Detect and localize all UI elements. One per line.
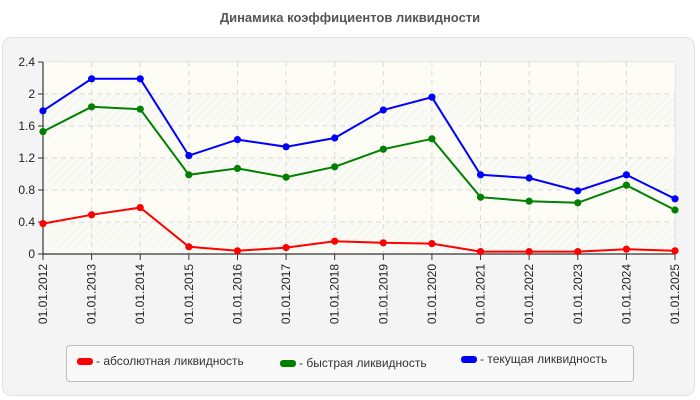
legend-label: - текущая ликвидность [480, 352, 608, 366]
legend-item-quick: - быстрая ликвидность [280, 356, 427, 370]
data-point [331, 237, 339, 245]
data-point [671, 195, 679, 203]
legend-swatch-blue [461, 355, 477, 363]
data-point [428, 93, 436, 101]
data-point [622, 245, 630, 253]
data-point [574, 199, 582, 207]
x-tick-label: 01.01.2016 [230, 264, 244, 324]
gridlines [43, 62, 675, 254]
y-tick-label: 1.6 [18, 119, 35, 133]
x-tick-label: 01.01.2017 [279, 264, 293, 324]
y-tick-label: 1.2 [18, 151, 35, 165]
data-point [331, 163, 339, 171]
data-point [428, 240, 436, 248]
x-tick-label: 01.01.2015 [182, 264, 196, 324]
data-point [233, 136, 242, 144]
data-point [476, 193, 485, 201]
data-point [428, 135, 436, 143]
legend-swatch-green [280, 359, 296, 367]
data-point [136, 105, 144, 113]
data-point [622, 171, 630, 179]
data-point [574, 248, 582, 256]
legend-item-current: - текущая ликвидность [461, 352, 607, 366]
legend-label: - абсолютная ликвидность [96, 354, 244, 368]
x-tick-label: 01.01.2022 [522, 264, 536, 324]
x-tick-label: 01.01.2021 [474, 264, 488, 324]
x-tick-label: 01.01.2013 [85, 264, 99, 324]
data-point [282, 244, 290, 252]
x-tick-label: 01.01.2025 [668, 264, 682, 324]
legend-swatch-red [77, 357, 93, 365]
y-tick-label: 2.4 [18, 55, 35, 69]
data-point [331, 134, 339, 142]
chart-title: Динамика коэффициентов ликвидности [219, 10, 481, 25]
data-point [476, 171, 485, 179]
y-tick-label: 0.4 [18, 215, 35, 229]
series-008000 [39, 103, 679, 214]
legend: - абсолютная ликвидность - быстрая ликви… [66, 345, 634, 382]
data-point [525, 197, 533, 205]
series-ff0000 [39, 204, 679, 256]
data-point [136, 204, 144, 212]
data-point [88, 211, 96, 219]
data-point [88, 103, 96, 111]
data-point [136, 75, 144, 83]
x-tick-label: 01.01.2012 [36, 264, 50, 324]
data-point [622, 181, 630, 189]
x-tick-label: 01.01.2024 [619, 264, 633, 324]
data-point [185, 152, 193, 160]
data-point [379, 145, 387, 153]
data-point [574, 187, 582, 195]
data-point [282, 173, 290, 181]
x-tick-label: 01.01.2019 [376, 264, 390, 324]
legend-label: - быстрая ликвидность [299, 356, 427, 370]
data-point [233, 247, 242, 255]
axes: 0 0.4 0.8 1.2 1.6 2 2.4 01.01.2012 01.01.2013 01.… [18, 55, 682, 324]
data-point [185, 171, 193, 179]
x-tick-label: 01.01.2020 [425, 264, 439, 324]
data-point [185, 243, 193, 251]
legend-item-absolute: - абсолютная ликвидность [77, 354, 244, 368]
data-point [233, 164, 242, 172]
y-tick-label: 0.8 [18, 183, 35, 197]
x-tick-label: 01.01.2018 [328, 264, 342, 324]
data-point [525, 174, 533, 182]
data-point [671, 247, 679, 255]
data-point [379, 239, 387, 247]
data-point [379, 106, 387, 114]
data-point [88, 75, 96, 83]
x-tick-label: 01.01.2014 [133, 264, 147, 324]
data-point [282, 143, 290, 151]
x-tick-label: 01.01.2023 [571, 264, 585, 324]
data-point [39, 220, 47, 228]
series-lines [39, 75, 679, 256]
data-point [476, 248, 485, 256]
y-tick-label: 0 [28, 247, 35, 261]
data-point [39, 128, 47, 136]
data-point [671, 206, 679, 214]
data-point [525, 248, 533, 256]
data-point [39, 107, 47, 115]
series-0000ff [39, 75, 679, 203]
y-tick-label: 2 [28, 87, 35, 101]
